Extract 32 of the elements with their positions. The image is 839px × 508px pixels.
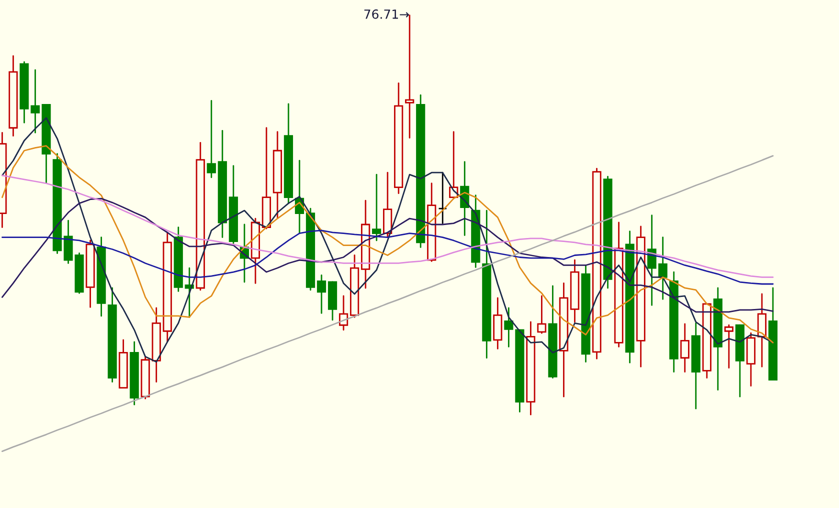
- candlestick: [206, 100, 216, 178]
- candlestick: [724, 324, 734, 369]
- candlestick: [625, 230, 634, 364]
- candlestick: [152, 307, 161, 383]
- candlestick: [96, 236, 106, 317]
- candlestick: [8, 55, 18, 137]
- candlestick: [228, 165, 238, 244]
- candlestick: [108, 287, 117, 383]
- candlestick: [669, 271, 678, 373]
- candlestick: [162, 232, 172, 343]
- candlestick: [438, 172, 448, 224]
- candlestick: [581, 264, 590, 363]
- candlestick: [504, 307, 514, 348]
- candlestick: [614, 222, 624, 348]
- candlestick: [416, 94, 426, 248]
- candlestick: [196, 142, 205, 291]
- candlestick: [482, 210, 492, 359]
- candlestick: [691, 322, 700, 410]
- candlestick: [680, 323, 690, 373]
- candlestick: [658, 236, 668, 300]
- candlestick: [537, 295, 546, 334]
- candlestick: [174, 226, 183, 292]
- annotation: 76.71→: [364, 9, 409, 19]
- candlestick: [394, 82, 404, 194]
- candlestick: [592, 168, 602, 360]
- candlestick: [493, 297, 502, 350]
- candlestick: [603, 176, 612, 289]
- candlestick: [218, 130, 227, 238]
- candlestick: [526, 321, 536, 416]
- candlestick: [636, 226, 646, 368]
- candlestick: [272, 131, 282, 218]
- candlestick: [713, 287, 722, 391]
